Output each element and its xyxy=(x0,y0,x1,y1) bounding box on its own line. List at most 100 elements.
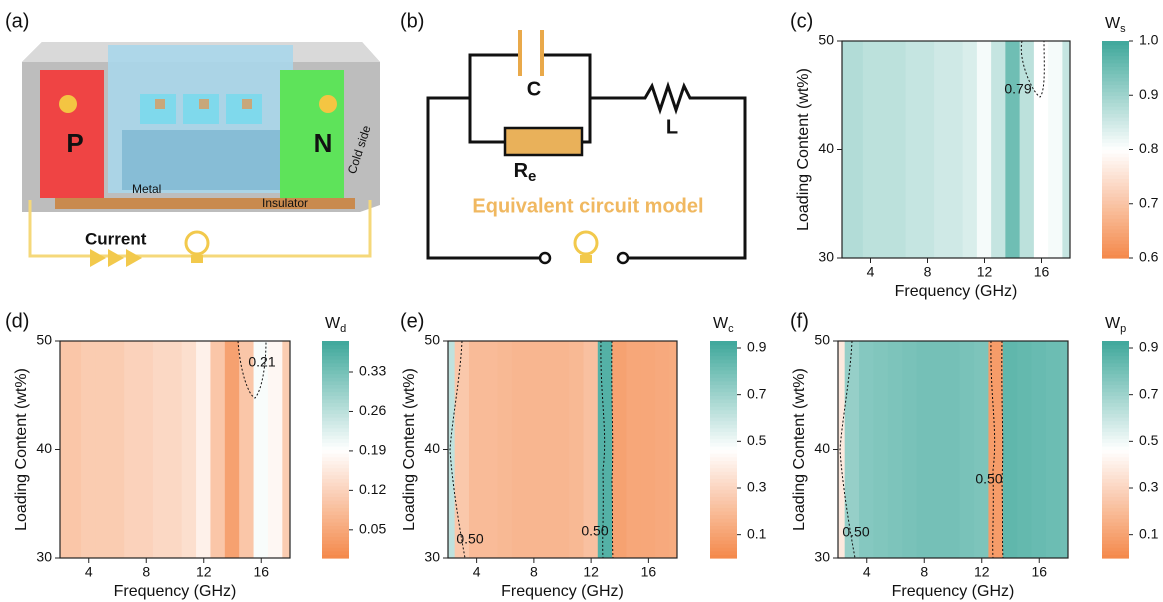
colorbar-segment xyxy=(322,388,349,392)
cavity-floor xyxy=(122,130,282,190)
colorbar-segment xyxy=(322,471,349,475)
colorbar-segment xyxy=(1102,171,1129,175)
panel-label: (a) xyxy=(5,10,29,32)
current-label: Current xyxy=(85,229,147,248)
heatmap-cell xyxy=(167,341,182,558)
colorbar-segment xyxy=(322,417,349,421)
colorbar-label: Wp xyxy=(1105,315,1126,335)
heatmap-cell xyxy=(931,341,946,558)
heatmap-cell xyxy=(863,41,878,258)
colorbar-segment xyxy=(1102,497,1129,501)
colorbar-segment xyxy=(1102,164,1129,168)
colorbar-segment xyxy=(1102,48,1129,52)
panel-label: (d) xyxy=(5,310,29,332)
plus-icon xyxy=(59,95,77,113)
colorbar-segment xyxy=(322,457,349,461)
colorbar-segment xyxy=(1102,428,1129,432)
colorbar-segment xyxy=(322,529,349,533)
insulator-label: Insulator xyxy=(262,196,308,210)
colorbar-segment xyxy=(1102,525,1129,529)
colorbar-segment xyxy=(1102,139,1129,143)
y-tick-label: 30 xyxy=(814,549,830,565)
x-tick-label: 4 xyxy=(867,264,875,280)
colorbar-segment xyxy=(1102,124,1129,128)
dot xyxy=(155,99,165,109)
colorbar-segment xyxy=(710,406,737,410)
colorbar-segment xyxy=(710,460,737,464)
heatmap-cell xyxy=(917,341,932,558)
colorbar-segment xyxy=(322,533,349,537)
colorbar-segment xyxy=(322,381,349,385)
x-tick-label: 16 xyxy=(641,564,657,580)
colorbar-segment xyxy=(710,453,737,457)
colorbar-segment xyxy=(1102,222,1129,226)
colorbar-segment xyxy=(322,554,349,558)
colorbar-segment xyxy=(1102,544,1129,548)
colorbar-segment xyxy=(1102,554,1129,558)
colorbar-segment xyxy=(1102,45,1129,49)
contour-label: 0.79 xyxy=(1004,81,1031,97)
colorbar-segment xyxy=(710,486,737,490)
colorbar-segment xyxy=(322,540,349,544)
colorbar-segment xyxy=(1102,215,1129,219)
colorbar-segment xyxy=(322,399,349,403)
colorbar-segment xyxy=(322,410,349,414)
heatmap-cell xyxy=(67,341,82,558)
panel-label: (c) xyxy=(790,10,813,32)
colorbar-segment xyxy=(1102,366,1129,370)
colorbar-segment xyxy=(322,384,349,388)
inductor-label: L xyxy=(666,116,678,138)
colorbar-segment xyxy=(322,395,349,399)
colorbar-segment xyxy=(322,500,349,504)
colorbar-segment xyxy=(1102,229,1129,233)
colorbar-segment xyxy=(1102,504,1129,508)
y-tick-label: 40 xyxy=(814,440,830,456)
heatmap-cell xyxy=(974,341,989,558)
colorbar-segment xyxy=(710,345,737,349)
colorbar-segment xyxy=(322,377,349,381)
colorbar-segment xyxy=(710,551,737,555)
colorbar-segment xyxy=(1102,341,1129,345)
colorbar-segment xyxy=(1102,225,1129,229)
colorbar-segment xyxy=(322,511,349,515)
colorbar-segment xyxy=(710,410,737,414)
colorbar-segment xyxy=(1102,102,1129,106)
y-tick-label: 50 xyxy=(36,332,52,348)
heatmap-cell xyxy=(1034,41,1049,258)
colorbar-segment xyxy=(1102,399,1129,403)
x-tick-label: 12 xyxy=(583,564,599,580)
colorbar-segment xyxy=(322,446,349,450)
heatmap-cell xyxy=(849,41,864,258)
colorbar-segment xyxy=(1102,406,1129,410)
colorbar-segment xyxy=(1102,522,1129,526)
colorbar-segment xyxy=(1102,146,1129,150)
y-tick-label: 30 xyxy=(424,549,440,565)
colorbar-segment xyxy=(710,352,737,356)
heatmap-cell xyxy=(469,341,484,558)
colorbar-segment xyxy=(1102,460,1129,464)
x-tick-label: 8 xyxy=(924,264,932,280)
colorbar-segment xyxy=(1102,88,1129,92)
colorbar-segment xyxy=(322,374,349,378)
colorbar-segment xyxy=(1102,450,1129,454)
colorbar-segment xyxy=(710,402,737,406)
n-label: N xyxy=(314,128,333,158)
colorbar-segment xyxy=(710,536,737,540)
colorbar-tick-label: 0.7 xyxy=(1139,385,1159,401)
colorbar-segment xyxy=(1102,55,1129,59)
colorbar-tick-label: 0.9 xyxy=(1139,339,1159,355)
x-tick-label: 12 xyxy=(977,264,993,280)
colorbar-segment xyxy=(710,475,737,479)
panel-label: (f) xyxy=(790,310,809,332)
contour-label: 0.21 xyxy=(248,354,275,370)
colorbar-segment xyxy=(1102,110,1129,114)
colorbar-segment xyxy=(1102,157,1129,161)
colorbar-tick-label: 0.7 xyxy=(747,385,767,401)
colorbar-segment xyxy=(322,424,349,428)
circuit-caption: Equivalent circuit model xyxy=(472,195,703,217)
bulb-base xyxy=(580,255,592,263)
colorbar-segment xyxy=(710,355,737,359)
colorbar-label-sub: c xyxy=(728,323,734,335)
colorbar-tick-label: 0.5 xyxy=(747,432,767,448)
